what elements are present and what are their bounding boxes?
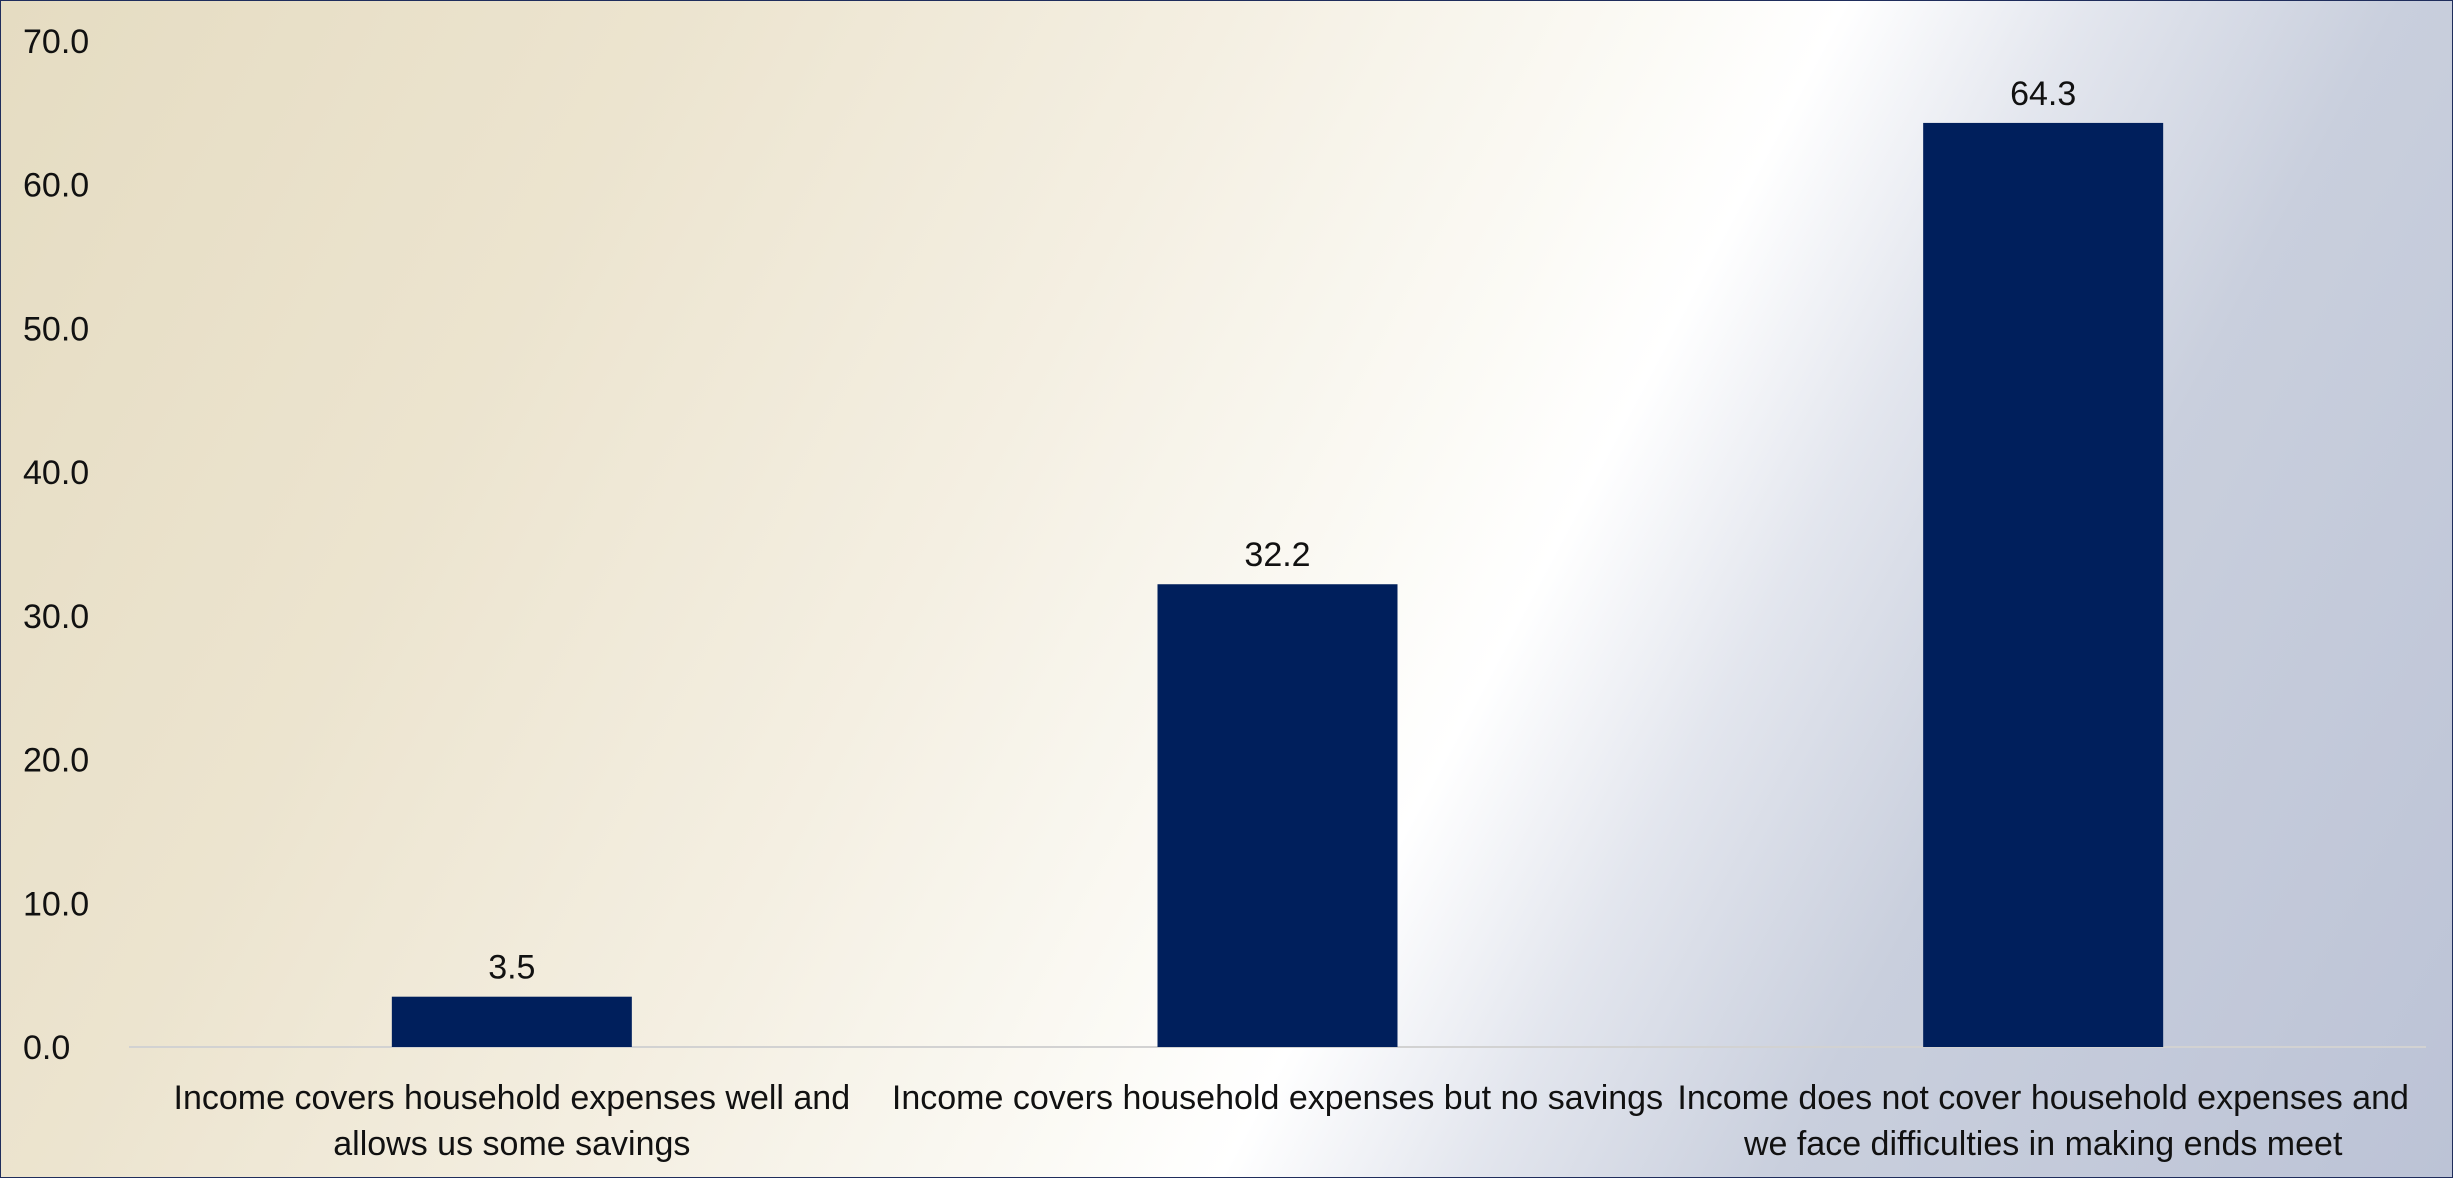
x-category-label-line: Income covers household expenses but no …: [892, 1079, 1663, 1117]
data-label: 32.2: [1244, 536, 1310, 574]
data-labels-group: 3.5 32.2 64.3: [488, 75, 2076, 987]
x-category-label: Income does not cover household expenses…: [1677, 1079, 2409, 1163]
bar: [391, 996, 632, 1047]
y-tick-label: 30.0: [23, 598, 89, 636]
y-tick-label: 10.0: [23, 885, 89, 923]
y-tick-label: 70.0: [23, 23, 89, 61]
bar: [1157, 584, 1398, 1047]
x-category-label-line: Income covers household expenses well an…: [174, 1079, 851, 1117]
y-tick-label: 0.0: [23, 1029, 70, 1067]
y-axis: 0.0 10.0 20.0 30.0 40.0 50.0 60.0 70.0: [23, 23, 89, 1067]
bars-group: [391, 122, 2164, 1048]
x-category-label-line: Income does not cover household expenses…: [1677, 1079, 2409, 1117]
y-tick-label: 50.0: [23, 310, 89, 348]
x-category-label-line: we face difficulties in making ends meet: [1743, 1125, 2343, 1163]
y-tick-label: 20.0: [23, 742, 89, 780]
y-tick-label: 60.0: [23, 167, 89, 205]
x-category-label: Income covers household expenses well an…: [174, 1079, 851, 1163]
y-tick-label: 40.0: [23, 454, 89, 492]
x-category-label: Income covers household expenses but no …: [892, 1079, 1663, 1117]
data-label: 64.3: [2010, 75, 2076, 113]
data-label: 3.5: [488, 949, 535, 987]
bar: [1923, 122, 2164, 1048]
x-axis-categories: Income covers household expenses well an…: [174, 1079, 2409, 1163]
x-category-label-line: allows us some savings: [333, 1125, 690, 1163]
